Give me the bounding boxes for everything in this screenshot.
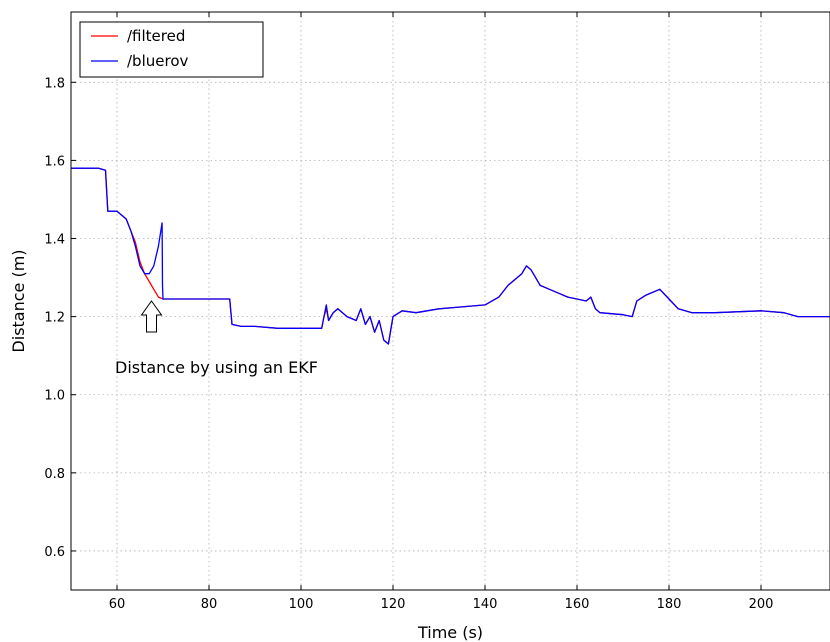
y-tick-label: 1.8: [44, 76, 65, 91]
y-tick-label: 1.0: [44, 389, 65, 404]
x-tick-label: 100: [289, 597, 314, 612]
legend: /filtered /bluerov: [79, 21, 264, 78]
x-tick-label: 140: [473, 597, 498, 612]
grid: [71, 12, 830, 590]
series-line-filtered: [71, 167, 830, 345]
x-tick-label: 180: [657, 597, 682, 612]
y-tick-label: 0.6: [44, 545, 65, 560]
x-tick-label: 200: [749, 597, 774, 612]
legend-label-bluerov: /bluerov: [127, 52, 188, 70]
x-tick-label: 80: [201, 597, 218, 612]
legend-label-filtered: /filtered: [127, 27, 185, 45]
y-tick-label: 0.8: [44, 467, 65, 482]
annotation: Distance by using an EKF: [115, 300, 318, 377]
y-tick-label: 1.2: [44, 311, 65, 326]
legend-box: [79, 21, 264, 78]
x-tick-label: 120: [381, 597, 406, 612]
axis-ticks: 60 80 100 120 140 160 180 200 0.6 0.8 1.0 1.2 1.4 1.6…: [44, 12, 773, 612]
annotation-text: Distance by using an EKF: [115, 358, 318, 377]
y-axis-label: Distance (m): [9, 249, 28, 352]
x-axis-label: Time (s): [417, 623, 483, 642]
up-arrow-icon: [140, 300, 163, 333]
x-tick-label: 60: [109, 597, 126, 612]
y-tick-label: 1.6: [44, 154, 65, 169]
plot-area-frame: [70, 11, 830, 591]
y-tick-label: 1.4: [44, 233, 65, 248]
series-line-bluerov: [71, 167, 830, 345]
x-tick-label: 160: [565, 597, 590, 612]
series-lines: [71, 167, 830, 345]
